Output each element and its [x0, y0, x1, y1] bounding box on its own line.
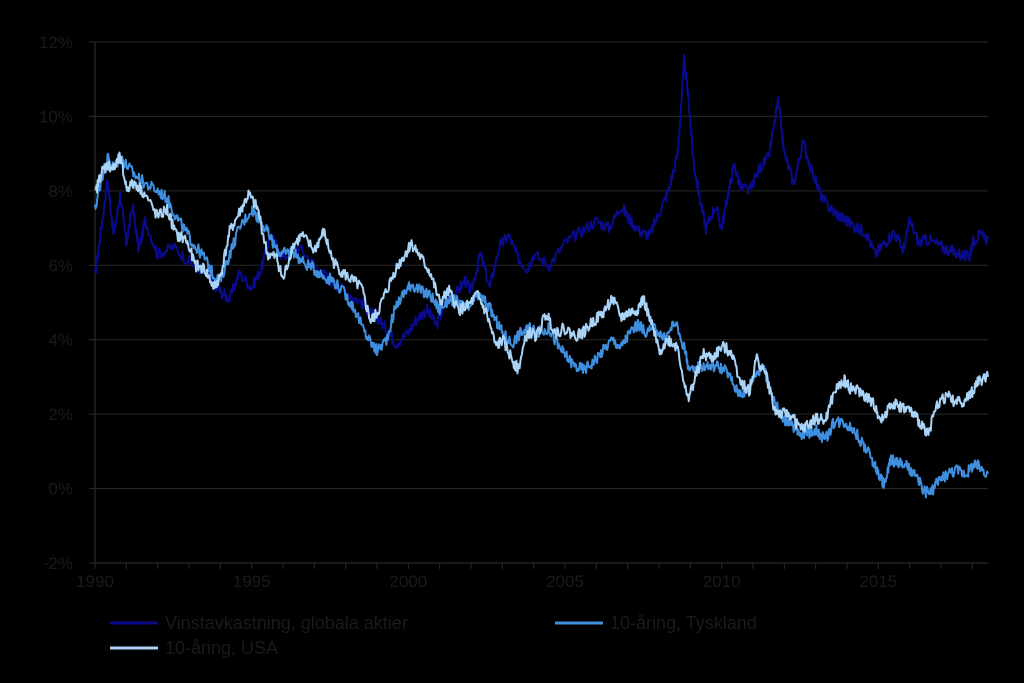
y-tick-label: 10% [39, 107, 73, 126]
x-tick-label: 2000 [389, 572, 427, 591]
chart-axes [94, 42, 988, 564]
legend: Vinstavkastning, globala aktier 10-åring,… [110, 613, 757, 658]
y-tick-label: 8% [48, 182, 73, 201]
x-tick-label: 1995 [233, 572, 271, 591]
legend-label: 10-åring, USA [165, 638, 278, 658]
legend-label: Vinstavkastning, globala aktier [165, 613, 408, 633]
x-axis-ticks: 1990 1995 2000 2005 2010 2015 [76, 563, 973, 591]
series-line-2 [94, 151, 989, 437]
legend-label: 10-åring, Tyskland [610, 613, 757, 633]
y-tick-label: 12% [39, 33, 73, 52]
y-axis-ticks: -2% 0% 2% 4% 6% 8% 10% 12% [39, 33, 95, 573]
y-tick-label: 6% [48, 256, 73, 275]
series-lines [94, 53, 989, 499]
y-tick-label: -2% [43, 554, 73, 573]
x-tick-label: 1990 [76, 572, 114, 591]
x-tick-label: 2010 [703, 572, 741, 591]
series-line-1 [94, 152, 989, 499]
x-tick-label: 2005 [546, 572, 584, 591]
y-tick-label: 4% [48, 331, 73, 350]
y-tick-label: 2% [48, 405, 73, 424]
x-tick-label: 2015 [859, 572, 897, 591]
y-tick-label: 0% [48, 480, 73, 499]
horizontal-gridlines [95, 41, 988, 490]
series-line-0 [94, 53, 989, 350]
